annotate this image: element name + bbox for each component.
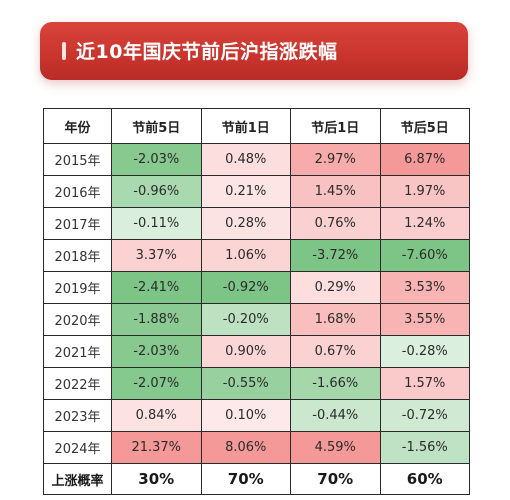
year-cell: 2022年 [43, 367, 112, 400]
value-cell: -0.55% [200, 367, 291, 400]
table-row: 2018年 3.37% 1.06% -3.72% -7.60% [43, 239, 470, 272]
table-row: 2023年 0.84% 0.10% -0.44% -0.72% [43, 399, 470, 432]
probability-cell: 30% [111, 463, 202, 495]
probability-label: 上涨概率 [43, 463, 112, 495]
year-cell: 2020年 [43, 303, 112, 336]
probability-cell: 60% [379, 463, 470, 495]
value-cell: 0.21% [200, 175, 291, 208]
table-header-row: 年份 节前5日 节前1日 节后1日 节后5日 [43, 108, 470, 144]
value-cell: -1.66% [290, 367, 381, 400]
table-row: 2015年 -2.03% 0.48% 2.97% 6.87% [43, 143, 470, 176]
value-cell: 3.53% [379, 271, 470, 304]
year-cell: 2024年 [43, 431, 112, 464]
year-cell: 2017年 [43, 207, 112, 240]
value-cell: 8.06% [200, 431, 291, 464]
value-cell: -0.11% [111, 207, 202, 240]
table-row: 2017年 -0.11% 0.28% 0.76% 1.24% [43, 207, 470, 240]
value-cell: -7.60% [379, 239, 470, 272]
value-cell: -1.56% [379, 431, 470, 464]
value-cell: 0.29% [290, 271, 381, 304]
table-row: 2019年 -2.41% -0.92% 0.29% 3.53% [43, 271, 470, 304]
table-row: 2016年 -0.96% 0.21% 1.45% 1.97% [43, 175, 470, 208]
returns-table: 年份 节前5日 节前1日 节后1日 节后5日 2015年 -2.03% 0.48% 2… [43, 108, 470, 495]
value-cell: 1.45% [290, 175, 381, 208]
value-cell: 0.67% [290, 335, 381, 368]
value-cell: 4.59% [290, 431, 381, 464]
value-cell: 1.06% [200, 239, 291, 272]
value-cell: -0.28% [379, 335, 470, 368]
value-cell: 2.97% [290, 143, 381, 176]
value-cell: 0.10% [200, 399, 291, 432]
value-cell: -3.72% [290, 239, 381, 272]
probability-cell: 70% [200, 463, 291, 495]
year-cell: 2016年 [43, 175, 112, 208]
table-row: 2024年 21.37% 8.06% 4.59% -1.56% [43, 431, 470, 464]
value-cell: 21.37% [111, 431, 202, 464]
value-cell: 0.76% [290, 207, 381, 240]
page-title: 近10年国庆节前后沪指涨跌幅 [76, 41, 338, 63]
value-cell: -0.92% [200, 271, 291, 304]
table-row: 2022年 -2.07% -0.55% -1.66% 1.57% [43, 367, 470, 400]
year-cell: 2018年 [43, 239, 112, 272]
table-row: 2020年 -1.88% -0.20% 1.68% 3.55% [43, 303, 470, 336]
value-cell: -2.41% [111, 271, 202, 304]
value-cell: 1.24% [379, 207, 470, 240]
header-pre-5d: 节前5日 [111, 108, 202, 144]
value-cell: 0.28% [200, 207, 291, 240]
value-cell: -2.03% [111, 335, 202, 368]
value-cell: -0.20% [200, 303, 291, 336]
value-cell: 0.84% [111, 399, 202, 432]
header-year: 年份 [43, 108, 112, 144]
year-cell: 2015年 [43, 143, 112, 176]
value-cell: 3.37% [111, 239, 202, 272]
value-cell: 1.68% [290, 303, 381, 336]
value-cell: 1.97% [379, 175, 470, 208]
table-row: 2021年 -2.03% 0.90% 0.67% -0.28% [43, 335, 470, 368]
title-banner [40, 22, 468, 80]
probability-row: 上涨概率 30% 70% 70% 60% [43, 463, 470, 495]
value-cell: 0.48% [200, 143, 291, 176]
year-cell: 2021年 [43, 335, 112, 368]
value-cell: 6.87% [379, 143, 470, 176]
year-cell: 2019年 [43, 271, 112, 304]
title-accent-bar [62, 42, 66, 60]
header-post-5d: 节后5日 [379, 108, 470, 144]
value-cell: -0.72% [379, 399, 470, 432]
value-cell: -0.96% [111, 175, 202, 208]
header-pre-1d: 节前1日 [200, 108, 291, 144]
year-cell: 2023年 [43, 399, 112, 432]
value-cell: -2.03% [111, 143, 202, 176]
value-cell: 1.57% [379, 367, 470, 400]
value-cell: 3.55% [379, 303, 470, 336]
value-cell: -1.88% [111, 303, 202, 336]
value-cell: -0.44% [290, 399, 381, 432]
value-cell: -2.07% [111, 367, 202, 400]
probability-cell: 70% [290, 463, 381, 495]
value-cell: 0.90% [200, 335, 291, 368]
header-post-1d: 节后1日 [290, 108, 381, 144]
